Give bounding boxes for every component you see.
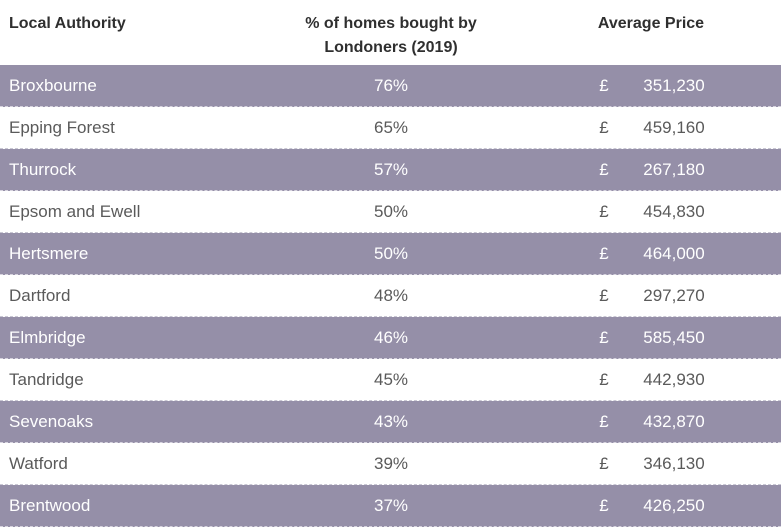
cell-price: 459,160 <box>643 118 705 137</box>
cell-currency: £ <box>599 454 609 473</box>
table-row: Hertsmere 50% £ 464,000 <box>0 233 781 275</box>
cell-currency: £ <box>599 412 609 431</box>
cell-percent: 37% <box>373 496 409 515</box>
cell-price: 297,270 <box>643 286 705 305</box>
cell-currency: £ <box>599 118 609 137</box>
table-row: Thurrock 57% £ 267,180 <box>0 149 781 191</box>
table-row: Tandridge 45% £ 442,930 <box>0 359 781 401</box>
cell-authority: Thurrock <box>9 160 77 179</box>
cell-currency: £ <box>599 370 609 389</box>
cell-authority: Hertsmere <box>9 244 89 263</box>
cell-currency: £ <box>599 76 609 95</box>
cell-price: 585,450 <box>643 328 705 347</box>
cell-price: 426,250 <box>643 496 705 515</box>
cell-authority: Sevenoaks <box>9 412 94 431</box>
cell-authority: Tandridge <box>9 370 84 389</box>
cell-price: 346,130 <box>643 454 705 473</box>
table-row: Sevenoaks 43% £ 432,870 <box>0 401 781 443</box>
table-row: Epping Forest 65% £ 459,160 <box>0 107 781 149</box>
cell-percent: 43% <box>373 412 409 431</box>
cell-percent: 46% <box>373 328 409 347</box>
table-row: Epsom and Ewell 50% £ 454,830 <box>0 191 781 233</box>
cell-percent: 65% <box>373 118 409 137</box>
table-row: Brentwood 37% £ 426,250 <box>0 485 781 527</box>
cell-currency: £ <box>599 244 609 263</box>
cell-percent: 57% <box>373 160 409 179</box>
cell-currency: £ <box>599 496 609 515</box>
cell-percent: 45% <box>373 370 409 389</box>
cell-percent: 50% <box>373 244 409 263</box>
cell-price: 454,830 <box>643 202 705 221</box>
header-average-price: Average Price <box>597 15 705 32</box>
table-row: Dartford 48% £ 297,270 <box>0 275 781 317</box>
cell-currency: £ <box>599 286 609 305</box>
cell-authority: Epsom and Ewell <box>9 202 141 221</box>
cell-price: 432,870 <box>643 412 705 431</box>
cell-authority: Watford <box>9 454 68 473</box>
cell-price: 267,180 <box>643 160 705 179</box>
cell-percent: 39% <box>373 454 409 473</box>
cell-price: 442,930 <box>643 370 705 389</box>
cell-price: 351,230 <box>643 76 705 95</box>
cell-percent: 50% <box>373 202 409 221</box>
table-row: Broxbourne 76% £ 351,230 <box>0 65 781 107</box>
table-header: Local Authority % of homes bought by Lon… <box>0 0 781 63</box>
table-row: Watford 39% £ 346,130 <box>0 443 781 485</box>
cell-percent: 76% <box>373 76 409 95</box>
cell-authority: Dartford <box>9 286 71 305</box>
header-percent-line1: % of homes bought by <box>305 15 477 32</box>
table-row: Elmbridge 46% £ 585,450 <box>0 317 781 359</box>
cell-price: 464,000 <box>643 244 705 263</box>
cell-authority: Broxbourne <box>9 76 97 95</box>
cell-authority: Brentwood <box>9 496 91 515</box>
cell-currency: £ <box>599 160 609 179</box>
cell-currency: £ <box>599 202 609 221</box>
cell-percent: 48% <box>373 286 409 305</box>
cell-currency: £ <box>599 328 609 347</box>
cell-authority: Epping Forest <box>9 118 115 137</box>
cell-authority: Elmbridge <box>9 328 86 347</box>
header-local-authority: Local Authority <box>9 15 126 32</box>
header-percent-line2: Londoners (2019) <box>324 39 458 56</box>
header-percent-bought: % of homes bought by Londoners (2019) <box>270 12 512 60</box>
